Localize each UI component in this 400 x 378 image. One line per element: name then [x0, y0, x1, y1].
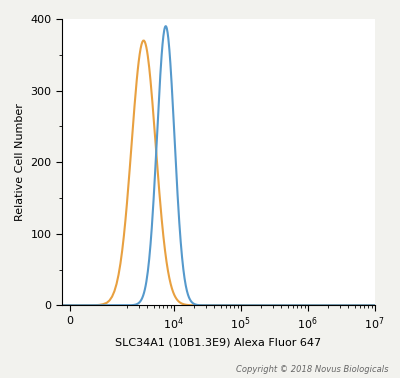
X-axis label: SLC34A1 (10B1.3E9) Alexa Fluor 647: SLC34A1 (10B1.3E9) Alexa Fluor 647 — [115, 338, 322, 348]
Y-axis label: Relative Cell Number: Relative Cell Number — [15, 103, 25, 221]
Text: Copyright © 2018 Novus Biologicals: Copyright © 2018 Novus Biologicals — [236, 365, 388, 374]
